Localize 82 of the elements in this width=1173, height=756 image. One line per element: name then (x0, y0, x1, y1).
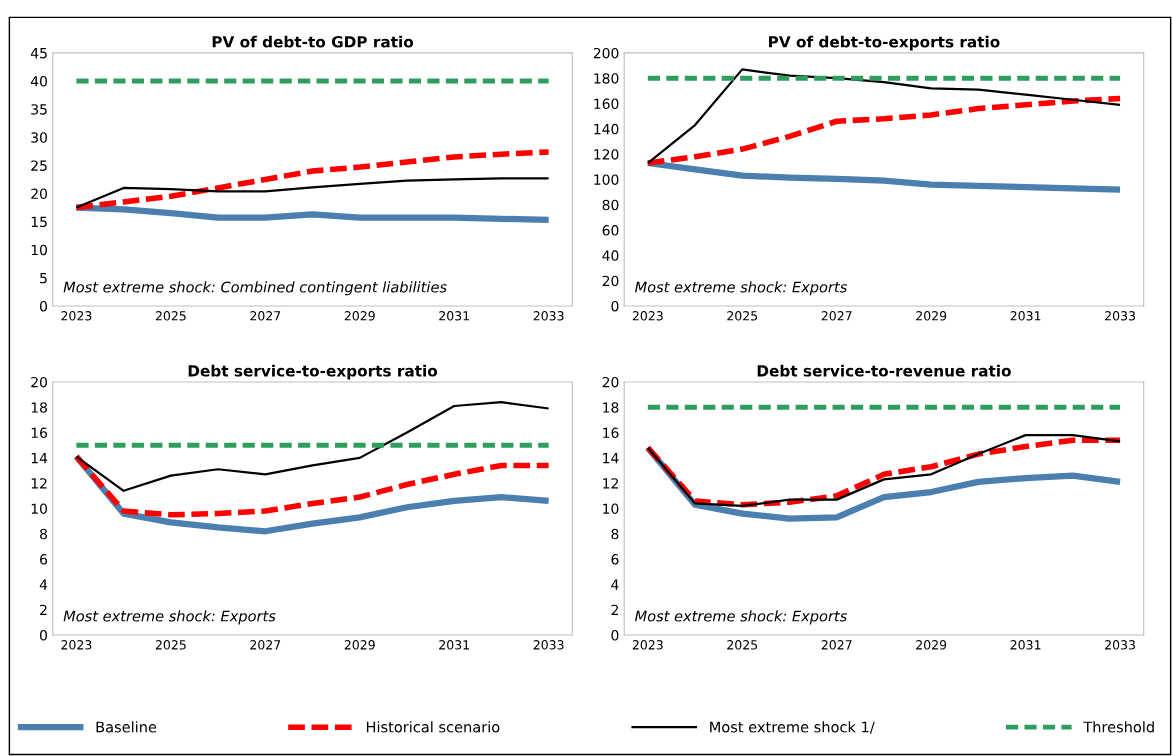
y-tick-label: 40 (602, 250, 619, 261)
x-tick-label: 2033 (1105, 640, 1135, 650)
x-tick-label: 2023 (61, 311, 92, 321)
y-tick-label: 8 (40, 528, 47, 540)
y-tick-label: 14 (31, 453, 48, 464)
y-tick-label: 35 (31, 104, 47, 115)
y-tick-label: 6 (40, 554, 48, 565)
y-tick-label: 4 (611, 579, 619, 590)
x-tick-label: 2033 (1105, 311, 1135, 321)
y-tick-label: 60 (602, 225, 619, 236)
x-tick-label: 2029 (344, 640, 375, 650)
y-tick-label: 45 (30, 48, 47, 59)
y-tick-label: 40 (30, 76, 47, 87)
x-tick-label: 2031 (439, 640, 469, 650)
y-tick-label: 6 (611, 554, 619, 565)
annotation: Most extreme shock: Exports (634, 281, 847, 296)
x-tick-label: 2029 (916, 640, 947, 650)
y-tick-label: 180 (594, 73, 619, 84)
x-tick-label: 2027 (250, 640, 281, 650)
x-tick-label: 2025 (155, 311, 186, 321)
y-tick-label: 80 (602, 199, 619, 211)
y-tick-label: 5 (40, 273, 47, 284)
y-tick-label: 18 (603, 402, 619, 413)
y-tick-label: 10 (31, 244, 47, 256)
x-tick-label: 2023 (632, 311, 663, 321)
y-tick-label: 8 (611, 528, 619, 540)
x-tick-label: 2023 (632, 640, 663, 650)
line-series (646, 68, 1122, 165)
x-tick-label: 2031 (439, 311, 469, 321)
y-tick-label: 12 (603, 478, 618, 489)
y-tick-label: 100 (594, 174, 619, 185)
y-tick-label: 10 (31, 503, 47, 514)
chart-title: Debt service-to-exports ratio (188, 364, 438, 380)
y-tick-label: 18 (31, 402, 47, 413)
line-series (75, 401, 550, 492)
x-tick-label: 2033 (533, 311, 564, 321)
y-tick-label: 0 (611, 300, 619, 312)
x-tick-label: 2033 (533, 640, 564, 650)
chart-title: PV of debt-to-exports ratio (769, 35, 1000, 51)
y-tick-label: 140 (594, 123, 619, 135)
x-tick-label: 2029 (344, 311, 375, 321)
y-tick-label: 200 (593, 47, 619, 59)
x-tick-label: 2027 (821, 640, 852, 650)
legend-label: Threshold (1083, 721, 1154, 733)
y-tick-label: 10 (603, 503, 619, 514)
x-tick-label: 2029 (916, 311, 947, 321)
y-tick-label: 20 (31, 376, 47, 388)
y-tick-label: 2 (40, 604, 47, 616)
x-tick-label: 2025 (727, 311, 758, 321)
y-tick-label: 0 (611, 630, 619, 641)
annotation: Most extreme shock: Combined contingent liabilities (63, 281, 447, 296)
chart-title: PV of debt-to GDP ratio (212, 35, 414, 48)
y-tick-label: 14 (603, 453, 619, 464)
annotation: Most extreme shock: Exports (634, 610, 847, 625)
y-tick-label: 20 (602, 275, 619, 287)
legend-label: Baseline (96, 721, 157, 733)
y-tick-label: 4 (39, 579, 48, 590)
y-tick-label: 15 (31, 216, 47, 228)
y-tick-label: 16 (31, 427, 48, 439)
y-tick-label: 20 (602, 376, 619, 388)
y-tick-label: 16 (603, 427, 619, 439)
x-tick-label: 2025 (727, 640, 758, 650)
legend-label: Most extreme shock 1/ (710, 721, 875, 734)
line-series (75, 177, 550, 209)
y-tick-label: 25 (31, 160, 47, 171)
legend-label: Historical scenario (366, 721, 500, 733)
y-tick-label: 20 (31, 188, 47, 199)
annotation: Most extreme shock: Exports (63, 610, 276, 625)
x-tick-label: 2027 (821, 311, 852, 321)
y-tick-label: 12 (31, 478, 47, 489)
y-tick-label: 160 (594, 98, 619, 110)
x-tick-label: 2031 (1010, 640, 1041, 650)
x-tick-label: 2031 (1010, 311, 1041, 321)
chart-title: Debt service-to-revenue ratio (757, 364, 1011, 377)
y-tick-label: 0 (40, 630, 47, 641)
x-tick-label: 2025 (155, 640, 186, 650)
y-tick-label: 0 (40, 300, 47, 312)
y-tick-label: 30 (31, 132, 47, 143)
y-tick-label: 2 (611, 604, 618, 616)
x-tick-label: 2023 (61, 640, 92, 650)
x-tick-label: 2027 (250, 311, 281, 321)
y-tick-label: 120 (594, 149, 619, 160)
